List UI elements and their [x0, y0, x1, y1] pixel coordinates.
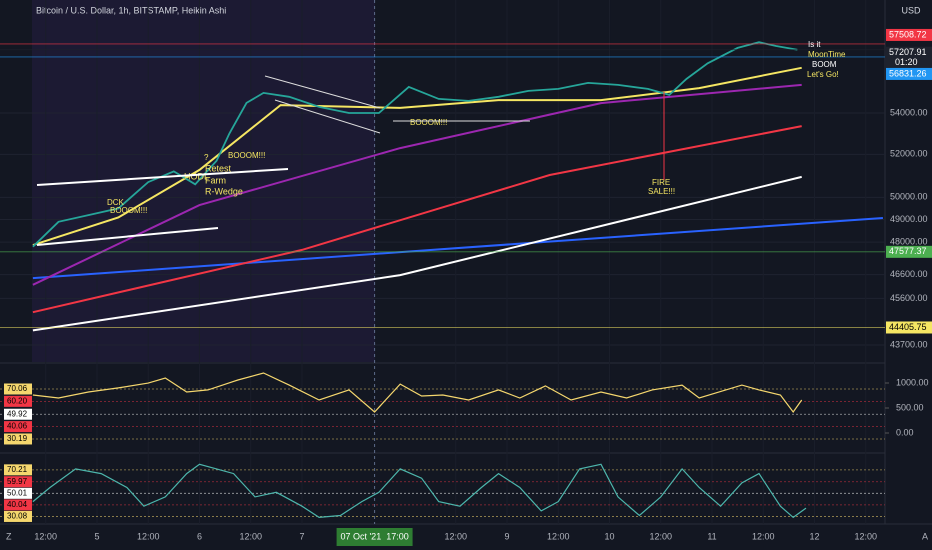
- oscillator-level-label: 60.20: [7, 396, 28, 405]
- x-tick-label: 12:00: [34, 531, 57, 541]
- annotation: Let's Go!: [807, 70, 839, 79]
- annotation: SALE!!!: [648, 187, 675, 196]
- x-tick-label: 6: [197, 531, 202, 541]
- price-level-label: 57508.72: [889, 29, 927, 39]
- drawing-line: [264, 75, 381, 109]
- oscillator-level-label-bg: [4, 487, 32, 499]
- y2-tick-label: 1000.00: [896, 377, 929, 387]
- x-tick-label: 5: [94, 531, 99, 541]
- price-level-label-bg: [886, 46, 932, 69]
- oscillator-level-label-bg: [4, 408, 32, 420]
- annotation: Is it: [808, 40, 821, 49]
- price-line: [32, 41, 798, 248]
- oscillator-level-label-bg: [4, 421, 32, 433]
- x-tick-label: 12:00: [752, 531, 775, 541]
- annotation: R-Wedge: [205, 186, 243, 196]
- x-tick-label: 12:00: [547, 531, 570, 541]
- oscillator-level-label-bg: [4, 464, 32, 476]
- currency[interactable]: USD: [901, 5, 921, 15]
- annotation: BOOOM!!!: [228, 151, 265, 160]
- price-level-label: 44405.75: [889, 322, 927, 332]
- oscillator-level-label-bg: [4, 476, 32, 488]
- annotation: BOOOM!!!: [410, 118, 447, 127]
- oscillator-level-label: 30.19: [7, 434, 28, 443]
- price-level-label-bg: [886, 67, 932, 80]
- oscillator-level-label: 59.97: [7, 477, 28, 486]
- y-tick-label: 49000.00: [890, 214, 928, 224]
- price-level-label: 47577.37: [889, 246, 927, 256]
- oscillator-level-label-bg: [4, 433, 32, 445]
- oscillator-level-label: 49.92: [7, 409, 28, 418]
- oscillator-level-label-bg: [4, 395, 32, 407]
- x-tick-label: 10: [604, 531, 614, 541]
- y2-tick-label: 0.00: [896, 427, 914, 437]
- countdown: 01:20: [895, 57, 918, 67]
- y-tick-label: 45600.00: [890, 293, 928, 303]
- crosshair-label-bg: [336, 528, 413, 546]
- toolbar-button[interactable]: Z: [6, 531, 12, 541]
- price-level-label: 57207.91: [889, 47, 927, 57]
- oscillator-level-label: 50.01: [7, 488, 28, 497]
- annotation: ?: [204, 153, 209, 162]
- x-tick-label: 12:00: [239, 531, 262, 541]
- drawing-line: [36, 227, 219, 246]
- y-tick-label: 43700.00: [890, 339, 928, 349]
- moving-average: [32, 175, 802, 332]
- annotation: HODL: [184, 171, 209, 181]
- oscillator-line: [32, 372, 803, 414]
- annotation: BOOOM!!!: [110, 206, 147, 215]
- oscillator-level-label: 70.21: [7, 465, 28, 474]
- drawing-line: [274, 99, 381, 134]
- x-tick-label: 9: [504, 531, 509, 541]
- y-tick-label: 48000.00: [890, 237, 928, 247]
- x-tick-label: 12:00: [137, 531, 160, 541]
- x-tick-label: 12:00: [649, 531, 672, 541]
- crosshair-label: 07 Oct '21 17:00: [340, 531, 408, 541]
- moving-average: [32, 217, 883, 280]
- moving-average: [32, 83, 802, 286]
- oscillator-line: [32, 463, 807, 519]
- price-level-label-bg: [886, 321, 932, 334]
- oscillator-level-label: 30.08: [7, 512, 28, 521]
- oscillator-level-label: 40.06: [7, 422, 28, 431]
- oscillator-level-label: 40.04: [7, 500, 28, 509]
- drawing-line: [36, 168, 289, 186]
- x-tick-label: 12: [810, 531, 820, 541]
- price-level-label-bg: [886, 28, 932, 41]
- x-tick-label: 11: [707, 531, 716, 541]
- oscillator-level-label: 70.06: [7, 384, 28, 393]
- x-tick-label: 7: [299, 531, 304, 541]
- annotation: BOOM: [812, 60, 837, 69]
- annotation: MoonTime: [808, 50, 846, 59]
- y2-tick-label: 500.00: [896, 402, 924, 412]
- price-level-label: 56831.26: [889, 68, 927, 78]
- x-tick-label: 12:00: [855, 531, 878, 541]
- x-tick-label: 12:00: [444, 531, 467, 541]
- annotation: DCK: [107, 198, 125, 207]
- moving-average: [32, 66, 802, 247]
- oscillator-level-label-bg: [4, 383, 32, 395]
- chart-title: Bitcoin / U.S. Dollar, 1h, BITSTAMP, Hei…: [36, 5, 226, 15]
- price-level-label-bg: [886, 245, 932, 258]
- y-tick-label: 50000.00: [890, 192, 928, 202]
- annotation: FIRE: [652, 178, 670, 187]
- y-tick-label: 52000.00: [890, 149, 928, 159]
- annotation: Retest: [205, 163, 232, 173]
- annotation: Farm: [205, 175, 226, 185]
- y-tick-label: 46600.00: [890, 269, 928, 279]
- moving-average: [32, 125, 802, 314]
- oscillator-level-label-bg: [4, 510, 32, 522]
- y-tick-label: 54000.00: [890, 107, 928, 117]
- toolbar-button[interactable]: A: [922, 531, 928, 541]
- oscillator-level-label-bg: [4, 499, 32, 511]
